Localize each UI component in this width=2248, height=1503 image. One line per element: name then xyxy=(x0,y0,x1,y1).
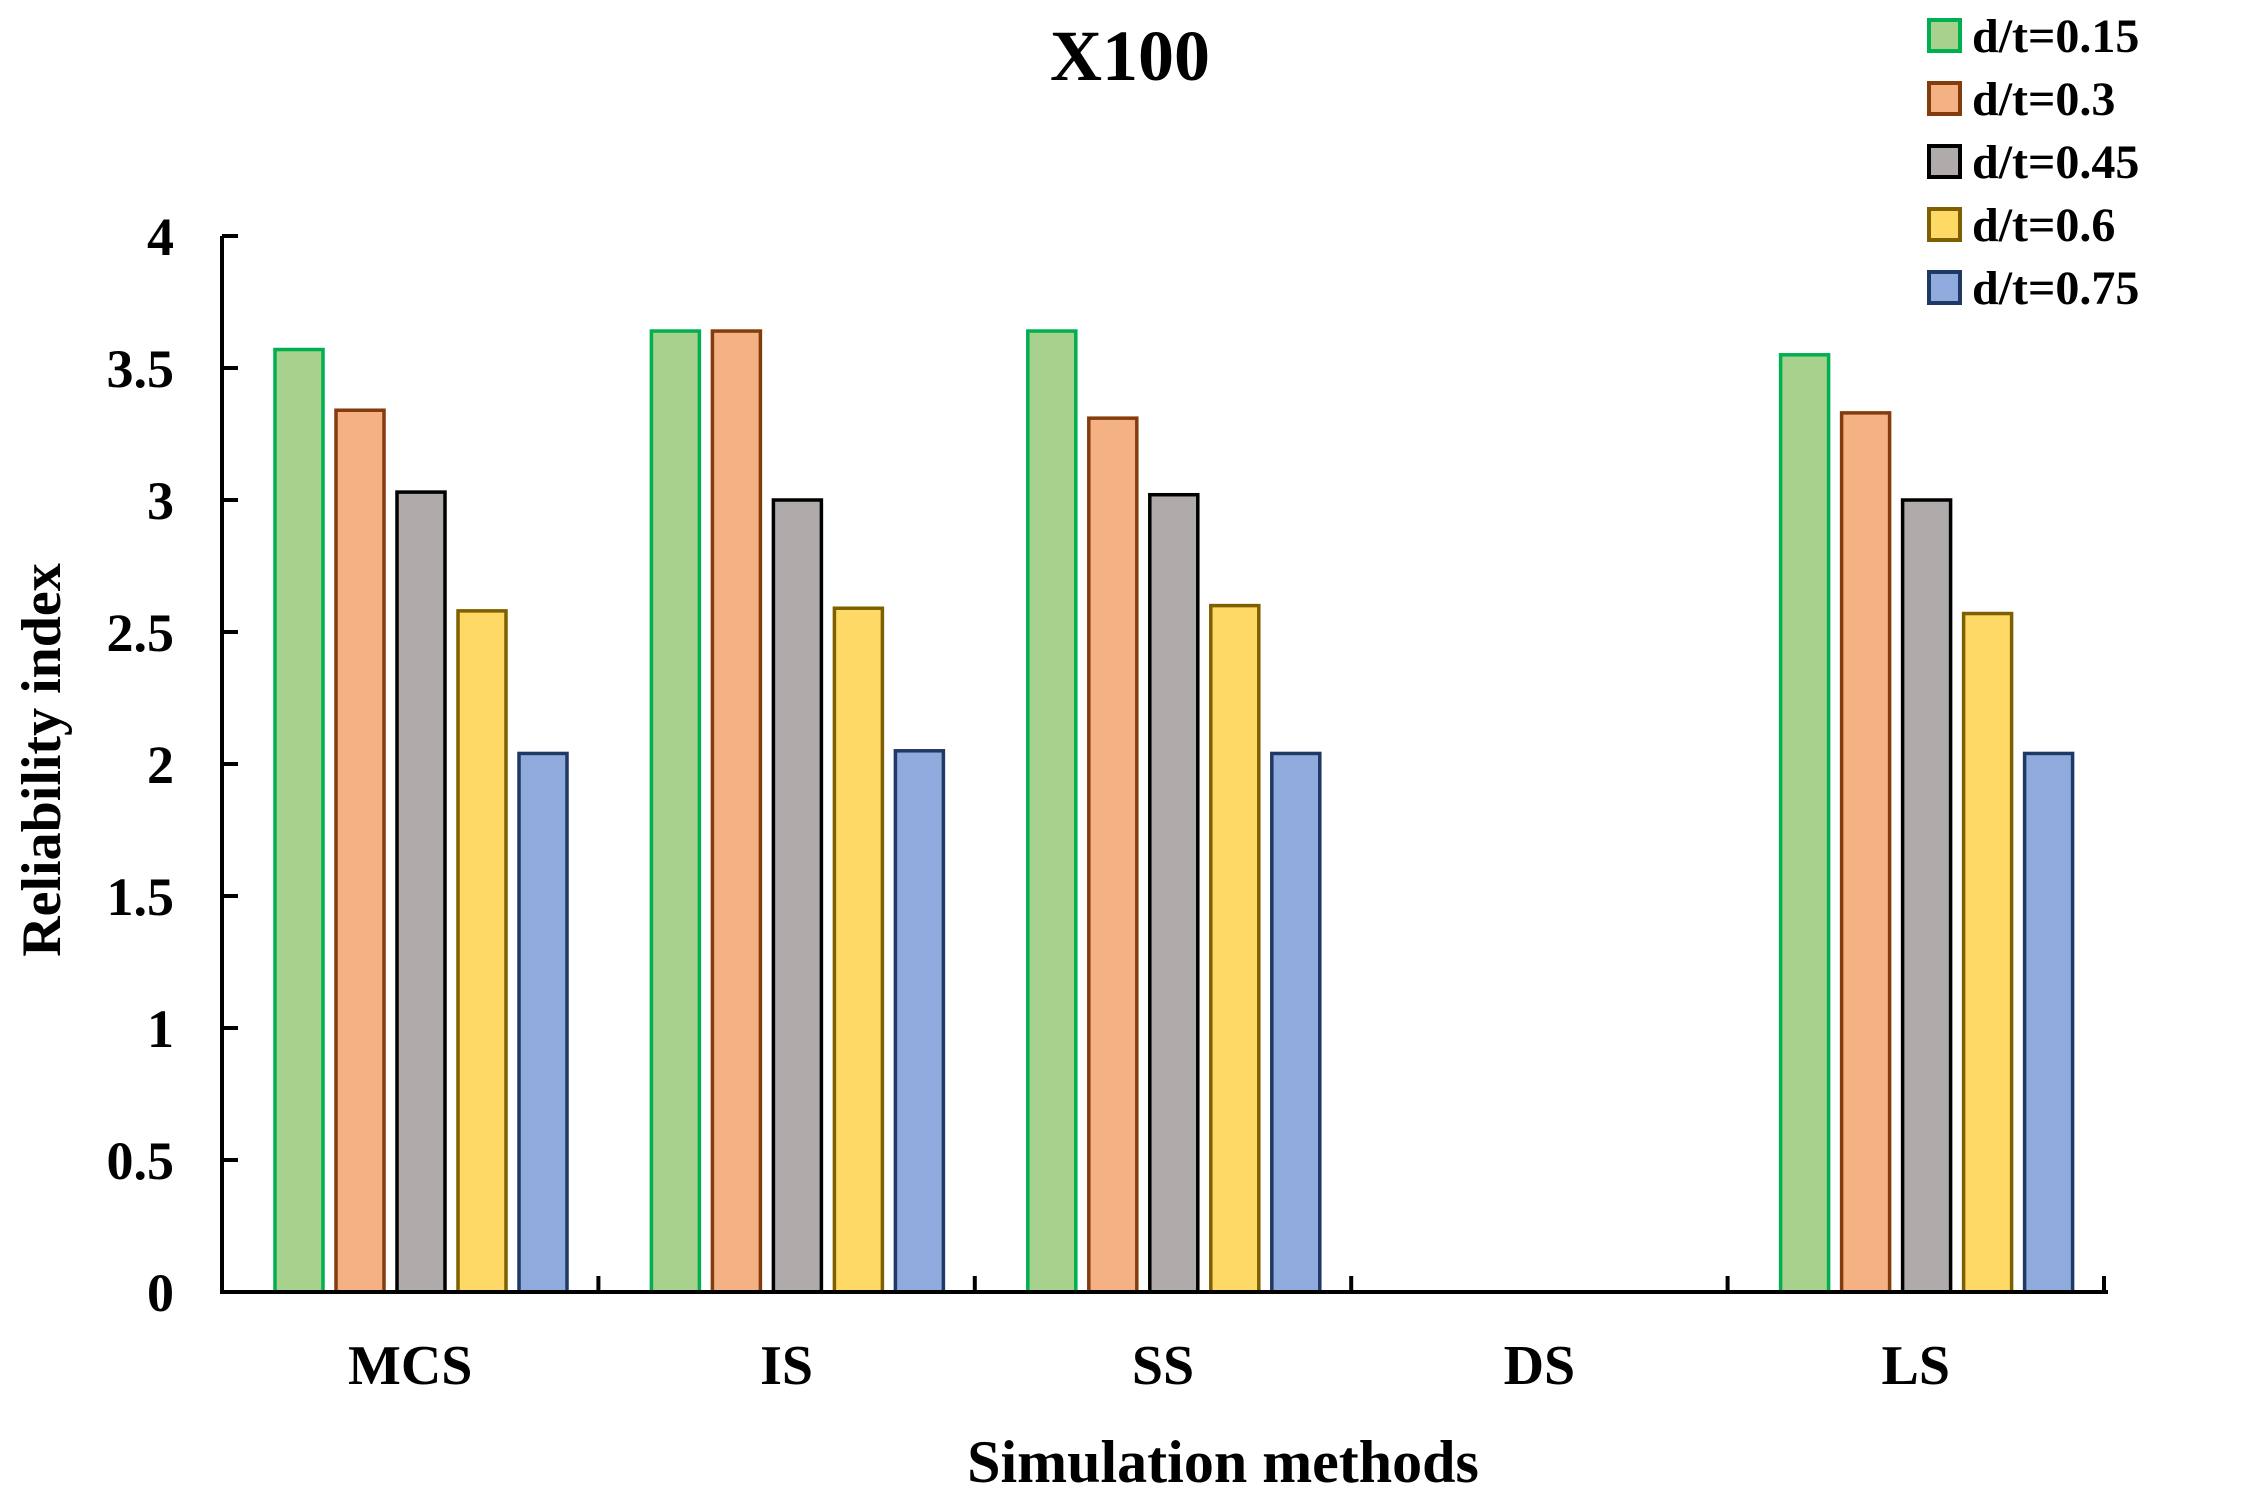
y-tick-label: 4 xyxy=(147,207,174,267)
legend-label-1: d/t=0.15 xyxy=(1972,10,2139,63)
bar-mcs-series-4 xyxy=(456,609,508,1294)
x-tick-label-ds: DS xyxy=(1504,1335,1576,1397)
bar-mcs-series-3 xyxy=(395,490,447,1294)
bar-ls-series-3 xyxy=(1900,498,1953,1294)
x-axis-label: Simulation methods xyxy=(967,1429,1479,1495)
legend-label-5: d/t=0.75 xyxy=(1972,262,2139,315)
y-tick-label: 1 xyxy=(147,999,174,1059)
axes-group: 0 0.5 1 1.5 2 2.5 3 3.5 4 MCS IS SS DS LS xyxy=(107,207,2108,1397)
x-tick-label-mcs: MCS xyxy=(348,1335,472,1397)
bar-ss-series-5 xyxy=(1270,751,1322,1294)
legend-swatch-4 xyxy=(1927,207,1962,242)
x-tick-label-ls: LS xyxy=(1882,1335,1951,1397)
y-axis-label: Reliability index xyxy=(11,563,73,957)
bar-mcs-series-2 xyxy=(334,408,386,1294)
bar-ss-series-3 xyxy=(1148,492,1200,1294)
x-tick-label-ss: SS xyxy=(1132,1335,1194,1397)
bar-ls-series-2 xyxy=(1839,411,1892,1294)
bar-ss-series-1 xyxy=(1026,329,1078,1294)
legend-swatch-2 xyxy=(1927,81,1962,116)
bar-is-series-3 xyxy=(771,498,824,1294)
legend-swatch-1 xyxy=(1927,18,1962,53)
bar-mcs-series-1 xyxy=(273,347,325,1294)
y-tick-label: 2.5 xyxy=(107,603,175,663)
bar-ls-series-4 xyxy=(1961,611,2014,1294)
x-tick-label-is: IS xyxy=(760,1335,813,1397)
y-tick-label: 1.5 xyxy=(107,867,175,927)
y-tick-label: 0.5 xyxy=(107,1131,175,1191)
bar-is-series-2 xyxy=(710,329,763,1294)
bar-is-series-5 xyxy=(893,749,946,1294)
legend-label-4: d/t=0.6 xyxy=(1972,199,2115,252)
bar-ls-series-5 xyxy=(2022,751,2075,1294)
bar-ss-series-2 xyxy=(1087,416,1139,1294)
legend-label-3: d/t=0.45 xyxy=(1972,136,2139,189)
chart-title: X100 xyxy=(1050,16,1210,96)
bar-ss-series-4 xyxy=(1209,603,1261,1294)
legend-swatch-3 xyxy=(1927,144,1962,179)
legend: d/t=0.15 d/t=0.3 d/t=0.45 d/t=0.6 d/t=0.75 xyxy=(1927,10,2139,315)
y-tick-label: 3 xyxy=(147,471,174,531)
legend-label-2: d/t=0.3 xyxy=(1972,73,2115,126)
bar-is-series-1 xyxy=(649,329,702,1294)
bar-mcs-series-5 xyxy=(517,751,569,1294)
y-tick-label: 0 xyxy=(147,1263,174,1323)
bar-ls-series-1 xyxy=(1778,353,1831,1294)
y-tick-label: 2 xyxy=(147,735,174,795)
y-tick-label: 3.5 xyxy=(107,339,175,399)
legend-swatch-5 xyxy=(1927,270,1962,305)
bar-is-series-4 xyxy=(832,606,885,1294)
bars-group xyxy=(273,329,2075,1294)
